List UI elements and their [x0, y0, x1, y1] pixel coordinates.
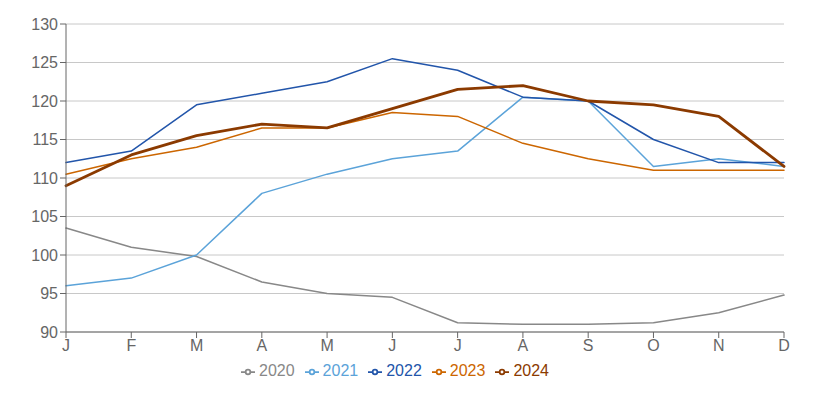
svg-text:S: S	[583, 337, 594, 354]
svg-text:125: 125	[31, 54, 58, 71]
svg-text:130: 130	[31, 16, 58, 33]
svg-text:A: A	[256, 337, 267, 354]
svg-text:J: J	[454, 337, 462, 354]
svg-text:90: 90	[40, 324, 58, 341]
svg-text:115: 115	[32, 131, 58, 148]
svg-text:105: 105	[31, 208, 58, 225]
svg-text:120: 120	[31, 93, 58, 110]
svg-text:O: O	[647, 337, 659, 354]
html-text:2023: 2023	[449, 362, 486, 379]
svg-text:J: J	[388, 337, 396, 354]
svg-text:A: A	[518, 337, 529, 354]
svg-text:M: M	[320, 337, 333, 354]
html-text:2022: 2022	[386, 362, 422, 379]
svg-text:95: 95	[40, 285, 58, 302]
svg-text:J: J	[62, 337, 70, 354]
svg-text:110: 110	[32, 170, 58, 187]
svg-text:F: F	[126, 337, 136, 354]
svg-text:D: D	[778, 337, 790, 354]
html-text:2021: 2021	[322, 362, 359, 379]
html-text:2020: 2020	[259, 362, 295, 379]
svg-text:100: 100	[31, 247, 58, 264]
svg-text:M: M	[190, 337, 203, 354]
html-text:2024: 2024	[513, 362, 549, 379]
svg-text:N: N	[713, 337, 725, 354]
